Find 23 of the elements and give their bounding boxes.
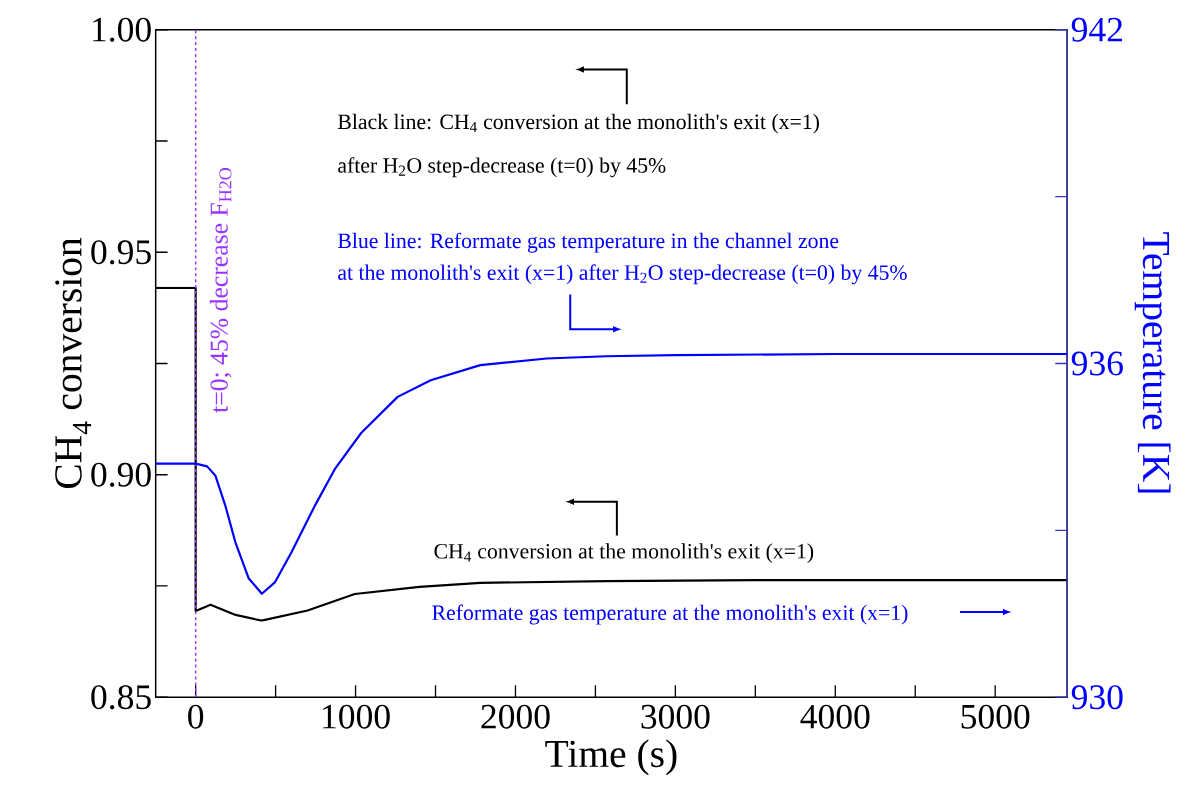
y-tick-label: 0.95 xyxy=(91,239,151,265)
y2-axis-title: Temperature [K] xyxy=(1134,232,1171,493)
y-axis-title: CH$_{4}$ conversion xyxy=(55,237,92,488)
annotation: Reformate gas temperature at the monolith's exit (x=1) xyxy=(432,604,908,625)
y2-tick-label: 936 xyxy=(1071,351,1123,376)
y-tick-label: 0.85 xyxy=(91,684,151,710)
annotation: Black line: CH$_{4}$ conversion at the monolith's exit (x=1) xyxy=(338,113,819,134)
annotation: after H$_{2}$O step-decrease (t=0) by 45% xyxy=(338,157,666,178)
x-tick-label: 5000 xyxy=(961,704,1030,729)
annotation: CH$_{4}$ conversion at the monolith's exit (x=1) xyxy=(434,543,814,563)
y-tick-label: 1.00 xyxy=(93,17,151,42)
x-axis-title: Time (s) xyxy=(545,739,677,776)
x-tick-label: 0 xyxy=(188,704,204,729)
x-tick-label: 2000 xyxy=(481,704,550,729)
x-tick-label: 1000 xyxy=(323,704,390,729)
y2-tick-label: 930 xyxy=(1071,685,1123,709)
x-tick-label: 3000 xyxy=(641,704,710,729)
annotation: at the monolith's exit (x=1) after H$_{2}$O step-decrease (t=0) by 45% xyxy=(338,264,907,285)
annotation: Blue line: Reformate gas temperature in the channel zone xyxy=(338,232,839,253)
x-tick-label: 4000 xyxy=(800,704,870,729)
ref-line-label: t=0; 45% decrease F$_{H2O}$ xyxy=(209,167,232,413)
y2-tick-label: 942 xyxy=(1071,17,1123,42)
y-tick-label: 0.90 xyxy=(91,462,151,487)
